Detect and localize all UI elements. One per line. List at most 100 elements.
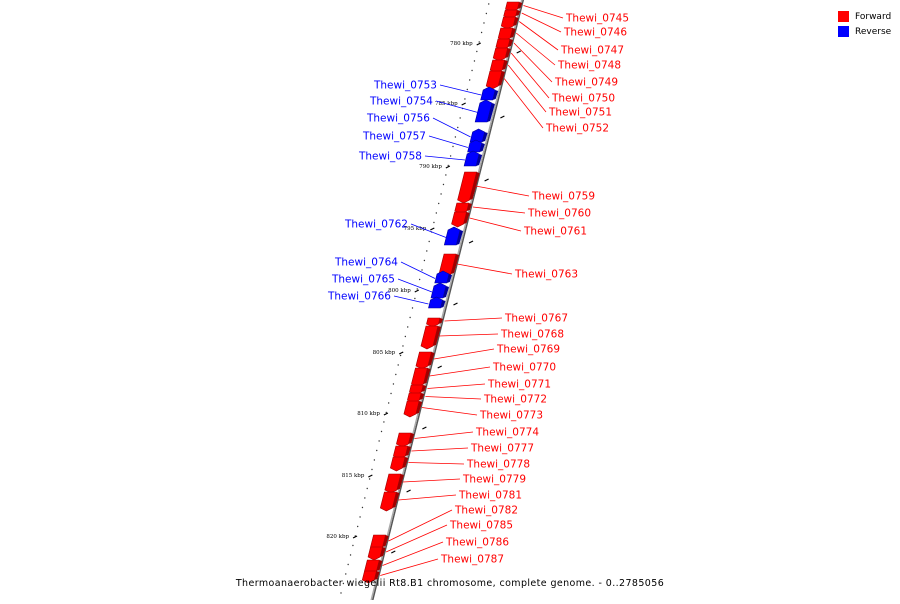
- gene-shade: [423, 368, 431, 384]
- gene-leader-line: [414, 431, 474, 439]
- tick-mark: [430, 227, 435, 231]
- scale-dot: [407, 326, 409, 328]
- tick-mark: [414, 289, 420, 293]
- gene-label: Thewi_0781: [458, 490, 522, 502]
- scale-dot: [442, 183, 445, 186]
- gene-leader-line: [518, 21, 559, 51]
- minor-tick: [406, 489, 411, 493]
- gene-leader-line: [424, 155, 466, 161]
- scale-dot: [397, 364, 399, 366]
- minor-tick: [422, 426, 427, 430]
- gene-leader-line: [427, 383, 486, 389]
- gene-leader-line: [382, 541, 444, 566]
- scale-dot: [449, 155, 452, 157]
- gene-shade: [479, 143, 485, 152]
- gene-leader-line: [439, 84, 482, 96]
- gene-label: Thewi_0758: [358, 151, 422, 163]
- gene-label: Thewi_0761: [523, 226, 587, 238]
- gene-label: Thewi_0767: [504, 313, 568, 325]
- gene-label: Thewi_0756: [366, 113, 430, 125]
- gene-label: Thewi_0752: [545, 123, 609, 135]
- scale-dot: [395, 373, 397, 376]
- scale-dot: [428, 240, 430, 243]
- scale-dot: [468, 79, 471, 81]
- gene-feature-thewi_0764: [434, 270, 450, 284]
- scale-dot: [488, 3, 490, 5]
- tick-label: 790 kbp: [419, 164, 442, 170]
- gene-label: Thewi_0771: [487, 379, 551, 391]
- tick-label: 805 kbp: [373, 350, 396, 356]
- gene-label: Thewi_0777: [470, 443, 534, 455]
- scale-dot: [380, 430, 383, 433]
- genome-caption: Thermoanaerobacter wiegelii Rt8.B1 chrom…: [235, 578, 665, 589]
- gene-shade: [517, 2, 523, 9]
- gene-leader-line: [456, 263, 513, 275]
- scale-dot: [376, 449, 378, 452]
- scale-dot: [371, 468, 373, 471]
- tick-mark: [398, 351, 404, 355]
- gene-leader-line: [402, 478, 461, 483]
- gene-leader-line: [410, 223, 447, 238]
- gene-leader-line: [507, 64, 547, 113]
- gene-leader-line: [438, 333, 499, 337]
- gene-shade: [451, 254, 460, 274]
- scale-dot: [483, 22, 485, 24]
- scale-dot: [361, 506, 364, 509]
- minor-tick: [453, 302, 458, 306]
- scale-dot: [416, 288, 418, 290]
- gene-feature-thewi_0761: [451, 211, 467, 228]
- gene-label: Thewi_0773: [479, 410, 543, 422]
- tick-label: 780 kbp: [450, 41, 473, 47]
- tick-mark: [476, 42, 481, 46]
- gene-shade: [392, 492, 400, 508]
- gene-feature-thewi_0750: [492, 47, 509, 62]
- gene-label: Thewi_0787: [440, 554, 504, 566]
- forward-swatch-icon: [838, 11, 849, 22]
- gene-label: Thewi_0751: [548, 107, 612, 119]
- gene-label: Thewi_0768: [500, 329, 564, 341]
- scale-dot: [423, 259, 426, 262]
- scale-dot: [340, 592, 342, 594]
- scale-dot: [383, 421, 385, 423]
- scale-dot: [471, 69, 473, 72]
- scale-dot: [476, 50, 478, 53]
- gene-label: Thewi_0747: [560, 45, 624, 57]
- scale-dot: [440, 193, 442, 195]
- scale-dot: [435, 212, 438, 214]
- gene-label: Thewi_0745: [565, 13, 629, 25]
- backbone-shadow: [370, 0, 525, 604]
- gene-leader-line: [433, 348, 495, 360]
- gene-leader-line: [398, 494, 457, 501]
- scale-dot: [411, 307, 414, 309]
- gene-feature-thewi_0787: [361, 570, 377, 584]
- gene-shade: [466, 203, 472, 211]
- gene-feature-thewi_0754: [474, 99, 493, 123]
- gene-feature-thewi_0773: [403, 400, 420, 418]
- scale-dot: [373, 459, 376, 461]
- scale-dot: [385, 411, 387, 414]
- gene-label: Thewi_0779: [462, 474, 526, 486]
- scale-dot: [433, 221, 435, 224]
- scale-dot: [438, 202, 440, 205]
- legend-item-reverse: Reverse: [838, 24, 891, 39]
- gene-shade: [507, 39, 513, 47]
- scale-dot: [387, 402, 390, 404]
- gene-feature-thewi_0758: [463, 150, 480, 167]
- tick-mark: [368, 474, 373, 478]
- gene-shade: [515, 10, 521, 16]
- gene-label: Thewi_0778: [466, 459, 530, 471]
- gene-label: Thewi_0749: [554, 77, 618, 89]
- gene-label: Thewi_0772: [483, 394, 547, 406]
- gene-shade: [487, 103, 495, 122]
- gene-leader-line: [408, 462, 465, 465]
- gene-shade: [446, 274, 453, 283]
- scale-dot: [466, 88, 468, 91]
- gene-shade: [421, 385, 427, 392]
- tick-label: 820 kbp: [326, 534, 349, 540]
- gene-shade: [432, 326, 441, 346]
- gene-feature-thewi_0759: [457, 171, 477, 204]
- gene-leader-line: [469, 217, 522, 232]
- scale-dot: [480, 31, 483, 34]
- gene-feature-thewi_0757: [467, 139, 483, 153]
- gene-feature-thewi_0781: [379, 491, 397, 512]
